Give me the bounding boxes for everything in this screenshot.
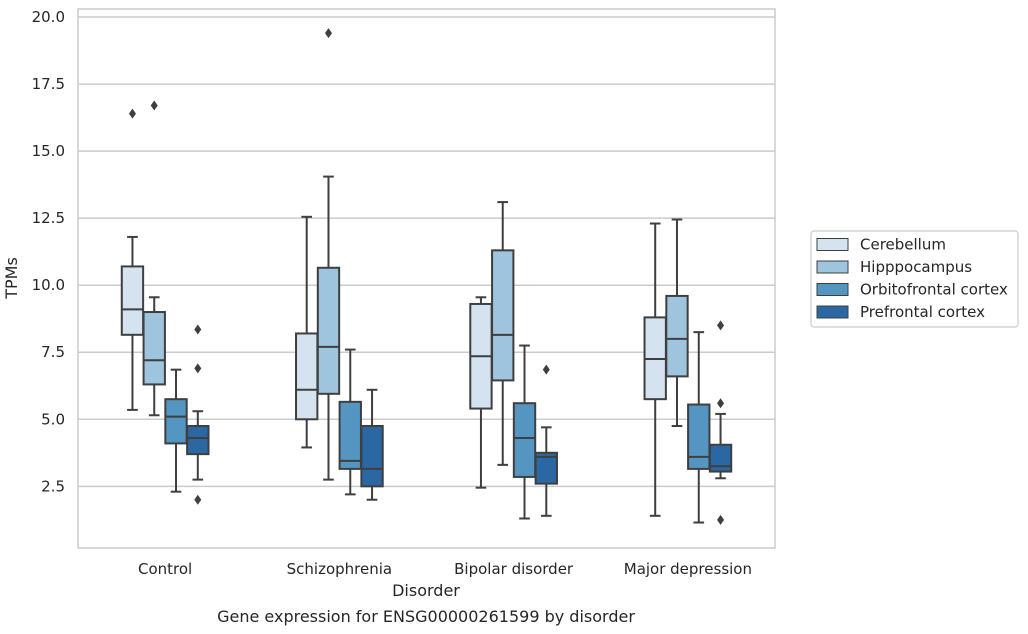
legend-label: Orbitofrontal cortex bbox=[860, 281, 1008, 299]
legend-label: Cerebellum bbox=[860, 236, 946, 254]
outlier-point bbox=[324, 28, 332, 39]
outlier-point bbox=[194, 324, 202, 335]
legend-frame bbox=[810, 230, 1019, 328]
outlier-point bbox=[128, 108, 136, 119]
outlier-point bbox=[150, 100, 158, 111]
y-tick-label: 5.0 bbox=[41, 410, 65, 428]
legend-swatch bbox=[816, 260, 849, 274]
y-tick-label: 15.0 bbox=[32, 142, 65, 160]
box-1-0 bbox=[295, 215, 319, 449]
y-axis-label: TPMs bbox=[2, 257, 21, 300]
outlier-point bbox=[717, 514, 725, 525]
x-axis-label: Disorder bbox=[392, 581, 460, 600]
box-2-0 bbox=[469, 296, 493, 489]
x-tick-label: Control bbox=[138, 560, 192, 578]
y-tick-label: 2.5 bbox=[41, 477, 65, 495]
y-tick-label: 10.0 bbox=[32, 276, 65, 294]
box-body bbox=[687, 403, 711, 470]
box-body bbox=[360, 424, 384, 488]
outlier-point bbox=[717, 320, 725, 331]
box-1-2 bbox=[338, 348, 362, 496]
x-tick-labels: Control Schizophrenia Bipolar disorder Majo… bbox=[138, 560, 752, 578]
y-tick-label: 7.5 bbox=[41, 343, 65, 361]
box-body bbox=[491, 249, 515, 382]
outlier-point bbox=[194, 363, 202, 374]
legend-label: Hipppocampus bbox=[860, 258, 972, 276]
box-0-2 bbox=[164, 368, 188, 493]
box-3-2 bbox=[687, 331, 711, 524]
y-tick-labels: 2.5 5.0 7.5 10.0 12.5 15.0 17.5 20.0 bbox=[32, 8, 65, 495]
plot-frame bbox=[77, 8, 776, 549]
box-body bbox=[186, 424, 210, 456]
legend-swatch bbox=[816, 305, 849, 319]
box-0-1 bbox=[142, 100, 166, 417]
y-tick-label: 12.5 bbox=[32, 209, 65, 227]
gridlines bbox=[78, 16, 775, 488]
box-1-3 bbox=[360, 388, 384, 501]
box-body bbox=[316, 266, 341, 395]
outlier-point bbox=[717, 398, 725, 409]
box-0-3 bbox=[186, 324, 210, 505]
box-body bbox=[512, 402, 537, 478]
legend-swatch bbox=[816, 238, 849, 251]
box-3-3 bbox=[708, 320, 733, 525]
outlier-point bbox=[542, 364, 550, 375]
box-body bbox=[295, 332, 319, 421]
box-2-2 bbox=[512, 344, 537, 520]
box-2-3 bbox=[534, 364, 558, 517]
box-body bbox=[142, 311, 166, 386]
legend: Cerebellum Hipppocampus Orbitofrontal cort… bbox=[810, 230, 1019, 328]
y-tick-label: 17.5 bbox=[32, 75, 65, 93]
box-1-1 bbox=[316, 28, 341, 481]
box-0-0 bbox=[120, 108, 145, 411]
box-body bbox=[665, 294, 689, 378]
box-body bbox=[338, 400, 362, 470]
x-tick-label: Major depression bbox=[624, 560, 752, 578]
x-tick-label: Schizophrenia bbox=[287, 560, 392, 578]
box-3-1 bbox=[665, 218, 689, 427]
box-body bbox=[164, 398, 188, 445]
legend-label: Prefrontal cortex bbox=[860, 303, 985, 321]
box-body bbox=[534, 451, 558, 485]
box-body bbox=[708, 443, 733, 473]
y-tick-label: 20.0 bbox=[32, 8, 65, 26]
box-2-1 bbox=[491, 201, 515, 466]
chart-caption: Gene expression for ENSG00000261599 by d… bbox=[217, 607, 635, 626]
legend-swatch bbox=[816, 283, 849, 296]
boxes bbox=[120, 28, 733, 525]
box-3-0 bbox=[643, 222, 667, 517]
box-body bbox=[120, 265, 145, 336]
x-tick-label: Bipolar disorder bbox=[454, 560, 574, 578]
outlier-point bbox=[194, 494, 202, 505]
